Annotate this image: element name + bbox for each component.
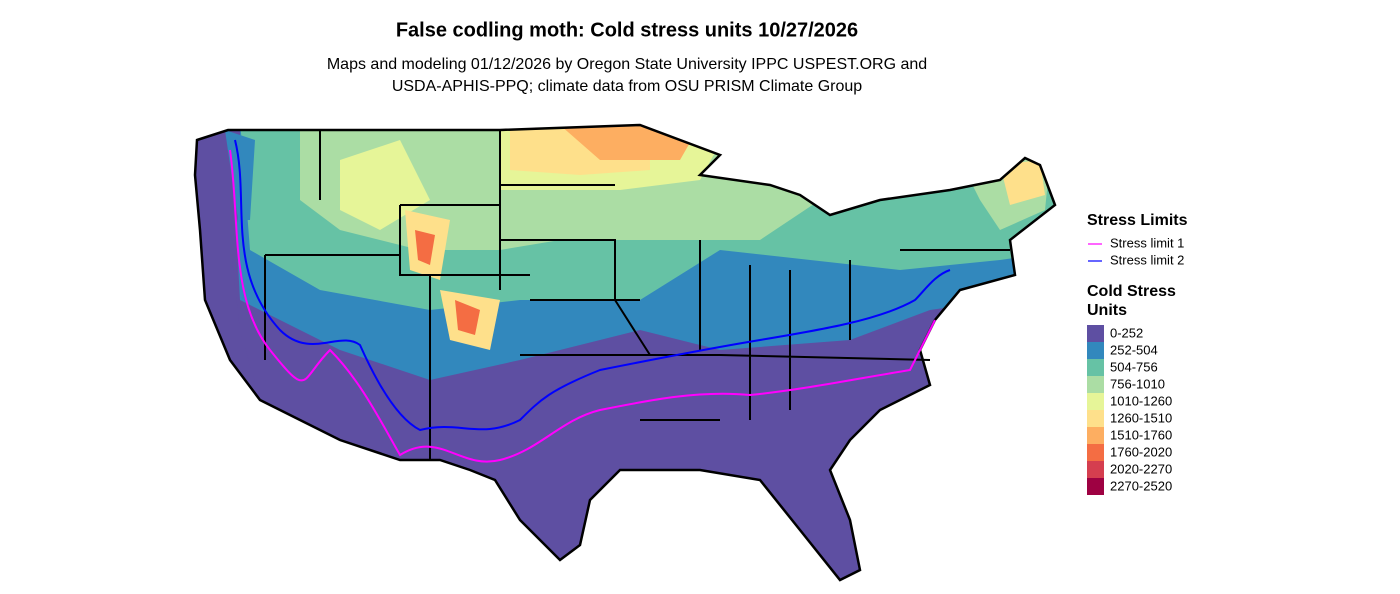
legend-label: 0-252	[1110, 325, 1143, 340]
legend-label: 1010-1260	[1110, 393, 1172, 408]
legend-label: 504-756	[1110, 359, 1158, 374]
legend-swatch	[1087, 376, 1104, 393]
legend-swatch	[1087, 444, 1104, 461]
stress-limit-2	[234, 139, 951, 432]
map-region	[415, 230, 435, 265]
legend-label: 2020-2270	[1110, 461, 1172, 476]
legend-label: 1260-1510	[1110, 410, 1172, 425]
legend-title: Stress Limits	[1087, 212, 1188, 229]
subtitle: Maps and modeling 01/12/2026 by Oregon S…	[327, 56, 927, 73]
subtitle: USDA-APHIS-PPQ; climate data from OSU PR…	[392, 78, 862, 95]
legend-label: 1510-1760	[1110, 427, 1172, 442]
legend-label: 252-504	[1110, 342, 1158, 357]
legend-label: Stress limit 1	[1110, 235, 1184, 250]
stress-limit-1	[229, 149, 936, 463]
legend-title: Cold Stress	[1087, 283, 1176, 300]
legend-swatch	[1087, 393, 1104, 410]
legend-swatch	[1087, 359, 1104, 376]
legend-label: Stress limit 2	[1110, 252, 1184, 267]
legend-title: Units	[1087, 302, 1127, 319]
legend-label: 756-1010	[1110, 376, 1165, 391]
legend: Stress Limits Cold Stress Units Stress l…	[1087, 212, 1188, 495]
map	[195, 125, 1055, 580]
map-region	[455, 300, 480, 335]
legend-swatch	[1087, 461, 1104, 478]
title: False codling moth: Cold stress units 10…	[396, 19, 858, 41]
legend-swatch	[1087, 427, 1104, 444]
map-region	[340, 140, 430, 230]
state-borders	[193, 123, 1057, 582]
stress-limit-lines	[229, 139, 951, 463]
legend-label: 1760-2020	[1110, 444, 1172, 459]
legend-swatch	[1087, 410, 1104, 427]
legend-label: 2270-2520	[1110, 478, 1172, 493]
legend-swatch	[1087, 325, 1104, 342]
legend-swatch	[1087, 478, 1104, 495]
legend-swatch	[1087, 342, 1104, 359]
